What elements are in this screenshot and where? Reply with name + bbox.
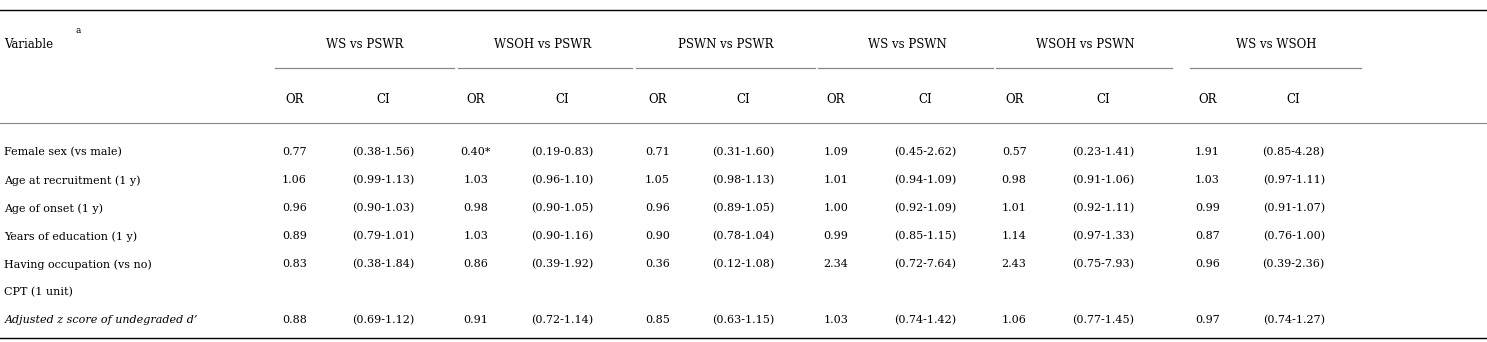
Text: 0.98: 0.98: [464, 203, 488, 213]
Text: (0.90-1.05): (0.90-1.05): [531, 203, 593, 213]
Text: Age of onset (1 y): Age of onset (1 y): [4, 203, 104, 213]
Text: 1.03: 1.03: [464, 231, 488, 241]
Text: (0.39-2.36): (0.39-2.36): [1262, 259, 1325, 269]
Text: Years of education (1 y): Years of education (1 y): [4, 231, 138, 241]
Text: 0.88: 0.88: [283, 315, 306, 326]
Text: (0.39-1.92): (0.39-1.92): [531, 259, 593, 269]
Text: WS vs PSWR: WS vs PSWR: [326, 38, 403, 51]
Text: (0.90-1.03): (0.90-1.03): [352, 203, 415, 213]
Text: OR: OR: [827, 93, 845, 106]
Text: 0.96: 0.96: [1196, 259, 1219, 269]
Text: CI: CI: [1286, 93, 1301, 106]
Text: 1.14: 1.14: [1002, 231, 1026, 241]
Text: (0.69-1.12): (0.69-1.12): [352, 315, 415, 326]
Text: (0.19-0.83): (0.19-0.83): [531, 147, 593, 157]
Text: (0.45-2.62): (0.45-2.62): [894, 147, 956, 157]
Text: CI: CI: [736, 93, 751, 106]
Text: (0.76-1.00): (0.76-1.00): [1262, 231, 1325, 241]
Text: 1.01: 1.01: [824, 175, 848, 185]
Text: Variable: Variable: [4, 38, 54, 51]
Text: 1.00: 1.00: [824, 203, 848, 213]
Text: (0.38-1.56): (0.38-1.56): [352, 147, 415, 157]
Text: Age at recruitment (1 y): Age at recruitment (1 y): [4, 175, 141, 185]
Text: a: a: [76, 26, 82, 35]
Text: OR: OR: [467, 93, 485, 106]
Text: Having occupation (vs no): Having occupation (vs no): [4, 259, 152, 269]
Text: CPT (1 unit): CPT (1 unit): [4, 287, 73, 298]
Text: CI: CI: [555, 93, 570, 106]
Text: (0.72-7.64): (0.72-7.64): [894, 259, 956, 269]
Text: (0.63-1.15): (0.63-1.15): [712, 315, 775, 326]
Text: (0.79-1.01): (0.79-1.01): [352, 231, 415, 241]
Text: (0.94-1.09): (0.94-1.09): [894, 175, 956, 185]
Text: 0.96: 0.96: [645, 203, 669, 213]
Text: (0.78-1.04): (0.78-1.04): [712, 231, 775, 241]
Text: 1.06: 1.06: [283, 175, 306, 185]
Text: (0.90-1.16): (0.90-1.16): [531, 231, 593, 241]
Text: 0.99: 0.99: [1196, 203, 1219, 213]
Text: 0.97: 0.97: [1196, 315, 1219, 326]
Text: 0.99: 0.99: [824, 231, 848, 241]
Text: 1.01: 1.01: [1002, 203, 1026, 213]
Text: CI: CI: [917, 93, 932, 106]
Text: (0.92-1.09): (0.92-1.09): [894, 203, 956, 213]
Text: 1.03: 1.03: [464, 175, 488, 185]
Text: 1.09: 1.09: [824, 147, 848, 157]
Text: WSOH vs PSWN: WSOH vs PSWN: [1036, 38, 1135, 51]
Text: 0.85: 0.85: [645, 315, 669, 326]
Text: OR: OR: [648, 93, 666, 106]
Text: CI: CI: [376, 93, 391, 106]
Text: 1.06: 1.06: [1002, 315, 1026, 326]
Text: CI: CI: [1096, 93, 1111, 106]
Text: (0.97-1.33): (0.97-1.33): [1072, 231, 1135, 241]
Text: (0.97-1.11): (0.97-1.11): [1262, 175, 1325, 185]
Text: Female sex (vs male): Female sex (vs male): [4, 147, 122, 157]
Text: 0.91: 0.91: [464, 315, 488, 326]
Text: 0.40*: 0.40*: [461, 147, 491, 157]
Text: 1.03: 1.03: [1196, 175, 1219, 185]
Text: 1.91: 1.91: [1196, 147, 1219, 157]
Text: 1.03: 1.03: [824, 315, 848, 326]
Text: (0.91-1.07): (0.91-1.07): [1262, 203, 1325, 213]
Text: (0.99-1.13): (0.99-1.13): [352, 175, 415, 185]
Text: 0.89: 0.89: [283, 231, 306, 241]
Text: 0.83: 0.83: [283, 259, 306, 269]
Text: (0.91-1.06): (0.91-1.06): [1072, 175, 1135, 185]
Text: (0.12-1.08): (0.12-1.08): [712, 259, 775, 269]
Text: (0.38-1.84): (0.38-1.84): [352, 259, 415, 269]
Text: (0.85-1.15): (0.85-1.15): [894, 231, 956, 241]
Text: (0.98-1.13): (0.98-1.13): [712, 175, 775, 185]
Text: WS vs PSWN: WS vs PSWN: [868, 38, 946, 51]
Text: PSWN vs PSWR: PSWN vs PSWR: [678, 38, 773, 51]
Text: 0.96: 0.96: [283, 203, 306, 213]
Text: 0.71: 0.71: [645, 147, 669, 157]
Text: (0.74-1.27): (0.74-1.27): [1262, 315, 1325, 326]
Text: WS vs WSOH: WS vs WSOH: [1236, 38, 1316, 51]
Text: 2.43: 2.43: [1002, 259, 1026, 269]
Text: 0.36: 0.36: [645, 259, 669, 269]
Text: (0.75-7.93): (0.75-7.93): [1072, 259, 1135, 269]
Text: OR: OR: [286, 93, 303, 106]
Text: 0.87: 0.87: [1196, 231, 1219, 241]
Text: 0.86: 0.86: [464, 259, 488, 269]
Text: (0.77-1.45): (0.77-1.45): [1072, 315, 1135, 326]
Text: (0.85-4.28): (0.85-4.28): [1262, 147, 1325, 157]
Text: (0.89-1.05): (0.89-1.05): [712, 203, 775, 213]
Text: 0.57: 0.57: [1002, 147, 1026, 157]
Text: (0.96-1.10): (0.96-1.10): [531, 175, 593, 185]
Text: Adjusted z score of undegraded d’: Adjusted z score of undegraded d’: [4, 315, 198, 326]
Text: (0.92-1.11): (0.92-1.11): [1072, 203, 1135, 213]
Text: 0.98: 0.98: [1002, 175, 1026, 185]
Text: 0.77: 0.77: [283, 147, 306, 157]
Text: 2.34: 2.34: [824, 259, 848, 269]
Text: 1.05: 1.05: [645, 175, 669, 185]
Text: (0.23-1.41): (0.23-1.41): [1072, 147, 1135, 157]
Text: WSOH vs PSWR: WSOH vs PSWR: [494, 38, 592, 51]
Text: (0.72-1.14): (0.72-1.14): [531, 315, 593, 326]
Text: OR: OR: [1005, 93, 1023, 106]
Text: OR: OR: [1199, 93, 1216, 106]
Text: (0.74-1.42): (0.74-1.42): [894, 315, 956, 326]
Text: (0.31-1.60): (0.31-1.60): [712, 147, 775, 157]
Text: 0.90: 0.90: [645, 231, 669, 241]
